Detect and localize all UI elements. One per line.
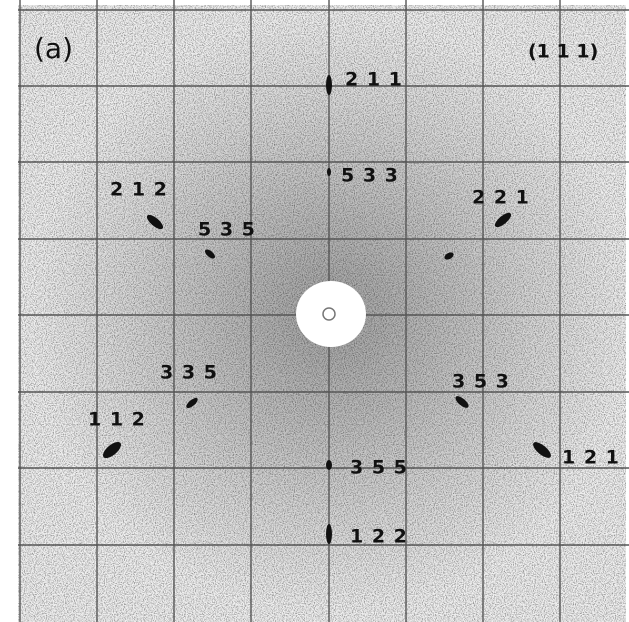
beam-stop [296,281,366,347]
spot-label: 3 5 5 [350,457,408,479]
spot-label: 2 2 1 [472,187,530,209]
spot-label: 2 1 2 [110,179,168,201]
spot-label: 1 2 2 [350,526,408,548]
spot-label: 2 1 1 [345,69,403,91]
spot-label: 5 3 3 [341,165,399,187]
panel-label: (a) [34,32,73,65]
spot-label: 3 5 3 [452,371,510,393]
spot-label: 3 3 5 [160,362,218,384]
spot-label: 5 3 5 [198,219,256,241]
orientation-label: (1 1 1) [528,41,598,63]
spot-label: 1 2 1 [562,447,620,469]
spot-label: 1 1 2 [88,409,146,431]
laue-pattern: (a) (1 1 1) 2 1 1 5 3 3 2 1 2 5 3 5 2 2 … [0,0,629,622]
